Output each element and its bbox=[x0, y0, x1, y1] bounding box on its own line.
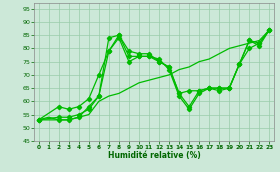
X-axis label: Humidité relative (%): Humidité relative (%) bbox=[108, 151, 200, 160]
